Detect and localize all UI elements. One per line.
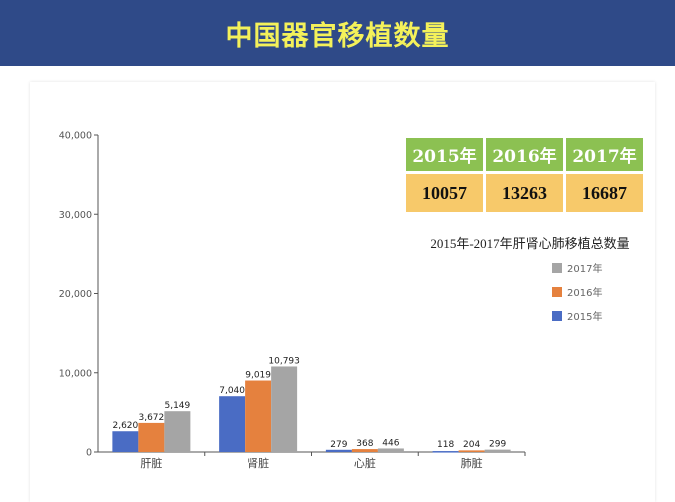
data-label: 3,672: [138, 413, 164, 423]
x-tick-label: 肝脏: [140, 457, 162, 470]
x-tick-label: 肾脏: [247, 457, 269, 470]
bar-2015年-肝脏: [112, 431, 139, 452]
bar-2017年-心脏: [377, 448, 404, 452]
year-header: 2015年: [406, 138, 483, 171]
chart-title: 2015年-2017年肝肾心肺移植总数量: [430, 236, 630, 251]
bar-2016年-心脏: [351, 449, 378, 452]
data-label: 368: [356, 439, 373, 449]
bar-2016年-肝脏: [138, 422, 165, 452]
y-tick-label: 10,000: [59, 368, 92, 379]
bar-2015年-心脏: [325, 449, 352, 452]
year-header: 2016年: [486, 138, 563, 171]
legend-label: 2015年: [567, 312, 603, 323]
bar-2017年-肝脏: [164, 411, 191, 452]
bar-2015年-肾脏: [219, 396, 246, 452]
legend-item-2015: 2015年: [552, 308, 602, 323]
page-title: 中国器官移植数量: [225, 20, 450, 52]
y-tick-label: 30,000: [59, 210, 92, 221]
data-label: 204: [463, 440, 480, 450]
x-tick-label: 心脏: [354, 457, 376, 470]
y-tick-label: 20,000: [59, 289, 92, 300]
bar-2017年-肾脏: [271, 366, 298, 452]
year-header: 2017年: [566, 138, 643, 171]
summary-table: 2015年 2016年 2017年 10057 13263 16687: [406, 138, 643, 212]
data-label: 279: [330, 440, 347, 450]
legend-item-2016: 2016年: [552, 284, 602, 299]
data-label: 118: [437, 440, 454, 450]
data-label: 299: [489, 440, 506, 450]
y-tick-label: 40,000: [59, 131, 92, 142]
year-total: 10057: [406, 174, 483, 212]
bar-2017年-肺脏: [484, 449, 511, 452]
data-label: 7,040: [219, 386, 245, 396]
year-total: 16687: [566, 174, 643, 212]
data-label: 9,019: [245, 371, 271, 381]
data-label: 5,149: [164, 401, 190, 411]
y-tick-label: 0: [86, 448, 92, 459]
year-total: 13263: [486, 174, 563, 212]
data-label: 446: [382, 438, 399, 448]
data-label: 10,793: [268, 356, 300, 366]
bar-2016年-肺脏: [458, 450, 485, 452]
bar-2015年-肺脏: [432, 451, 459, 453]
legend-label: 2017年: [567, 264, 603, 275]
bar-2016年-肾脏: [245, 380, 272, 452]
x-tick-label: 肺脏: [461, 457, 483, 470]
legend-swatch: [552, 310, 562, 321]
data-label: 2,620: [112, 421, 138, 431]
legend-swatch: [552, 286, 562, 297]
header-bar: 中国器官移植数量: [0, 0, 675, 66]
legend-item-2017: 2017年: [552, 260, 602, 275]
legend-label: 2016年: [567, 288, 603, 299]
legend-swatch: [552, 262, 562, 273]
